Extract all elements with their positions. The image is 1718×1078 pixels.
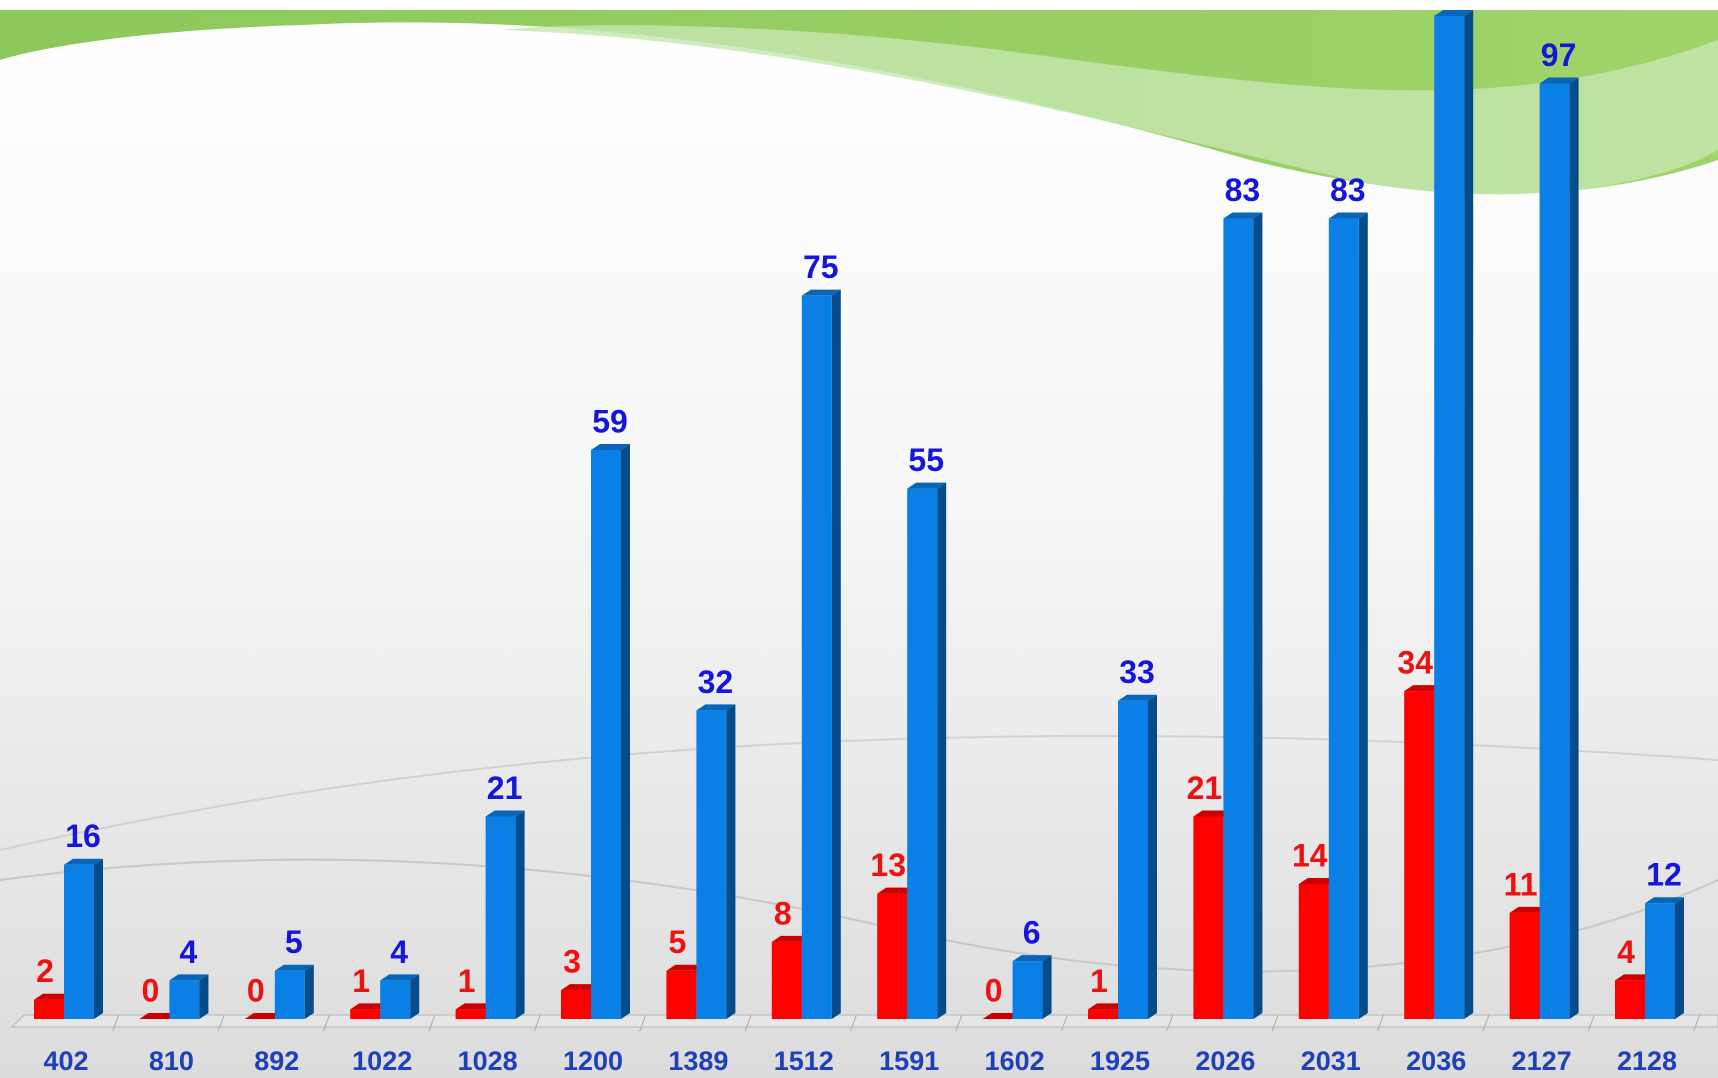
x-tick-label: 1389 [668, 1046, 728, 1076]
x-tick-label: 1602 [985, 1046, 1045, 1076]
value-label: 6 [1023, 915, 1041, 951]
bar [1540, 84, 1570, 1019]
value-label: 75 [803, 249, 839, 285]
value-label: 13 [870, 847, 906, 883]
bar-side [937, 483, 946, 1019]
bar [350, 1009, 380, 1019]
x-tick-label: 2127 [1512, 1046, 1572, 1076]
value-label: 4 [390, 934, 408, 970]
bar-side [199, 974, 208, 1019]
bar-side [1464, 10, 1473, 1019]
bar [1329, 219, 1359, 1019]
x-tick-label: 1925 [1090, 1046, 1150, 1076]
value-label: 0 [247, 972, 265, 1008]
value-label: 32 [698, 664, 734, 700]
bar-side [1043, 955, 1052, 1019]
value-label: 12 [1646, 857, 1682, 893]
bar [34, 1000, 64, 1019]
bar [1118, 701, 1148, 1019]
value-label: 21 [487, 770, 523, 806]
x-tick-label: 810 [149, 1046, 194, 1076]
bar-side [410, 974, 419, 1019]
bar [696, 710, 726, 1019]
bar-side [726, 704, 735, 1019]
value-label: 8 [774, 895, 792, 931]
value-label: 1 [458, 963, 476, 999]
bar [877, 894, 907, 1019]
bar [591, 450, 621, 1019]
bar-side [1148, 695, 1157, 1019]
bar-side [94, 859, 103, 1019]
bar [64, 865, 94, 1019]
bar-side [1570, 78, 1579, 1019]
bar [169, 980, 199, 1019]
x-tick-label: 2128 [1617, 1046, 1677, 1076]
value-label: 11 [1504, 866, 1538, 902]
value-label: 5 [669, 924, 687, 960]
bar [1510, 913, 1540, 1019]
value-label: 34 [1397, 645, 1433, 681]
x-tick-label: 1591 [879, 1046, 939, 1076]
value-label: 4 [1617, 934, 1635, 970]
bar [275, 971, 305, 1019]
bar [561, 990, 591, 1019]
bar [1013, 961, 1043, 1019]
x-tick-label: 1512 [774, 1046, 834, 1076]
value-label: 0 [142, 972, 160, 1008]
value-label: 1 [352, 963, 370, 999]
bar-side [1253, 213, 1262, 1019]
bar-side [1675, 897, 1684, 1019]
bar [486, 816, 516, 1019]
value-label: 3 [563, 944, 581, 980]
value-label: 97 [1541, 37, 1577, 73]
bar [1223, 219, 1253, 1019]
x-tick-label: 1022 [352, 1046, 412, 1076]
x-tick-label: 892 [254, 1046, 299, 1076]
value-label: 104 [1427, 0, 1481, 5]
bar [802, 296, 832, 1019]
value-label: 14 [1292, 837, 1328, 873]
value-label: 4 [180, 934, 198, 970]
bar [1193, 816, 1223, 1019]
value-label: 0 [985, 972, 1003, 1008]
x-tick-label: 2026 [1195, 1046, 1255, 1076]
value-label: 59 [592, 403, 628, 439]
value-label: 5 [285, 924, 303, 960]
bar [1299, 884, 1329, 1019]
value-label: 21 [1187, 770, 1223, 806]
value-label: 2 [36, 953, 54, 989]
value-label: 16 [65, 818, 101, 854]
bar [1088, 1009, 1118, 1019]
x-tick-label: 1200 [563, 1046, 623, 1076]
bar [772, 942, 802, 1019]
bar-side [305, 965, 314, 1019]
bar [380, 980, 410, 1019]
value-label: 83 [1330, 172, 1366, 208]
bar-side [832, 290, 841, 1019]
x-tick-label: 2036 [1406, 1046, 1466, 1076]
bar-side [621, 444, 630, 1019]
value-label: 1 [1090, 963, 1108, 999]
bar [1404, 691, 1434, 1019]
chart: 4022168100489205102214102812112003591389… [0, 0, 1718, 1078]
x-tick-label: 2031 [1301, 1046, 1361, 1076]
bar-side [516, 810, 525, 1019]
bar [1615, 980, 1645, 1019]
bar [666, 971, 696, 1019]
value-label: 83 [1225, 172, 1261, 208]
value-label: 33 [1119, 654, 1155, 690]
bar [907, 489, 937, 1019]
bar-side [1359, 213, 1368, 1019]
x-tick-label: 402 [43, 1046, 88, 1076]
bar [1645, 903, 1675, 1019]
x-tick-label: 1028 [458, 1046, 518, 1076]
value-label: 55 [908, 442, 944, 478]
bar [456, 1009, 486, 1019]
bar [1434, 16, 1464, 1019]
